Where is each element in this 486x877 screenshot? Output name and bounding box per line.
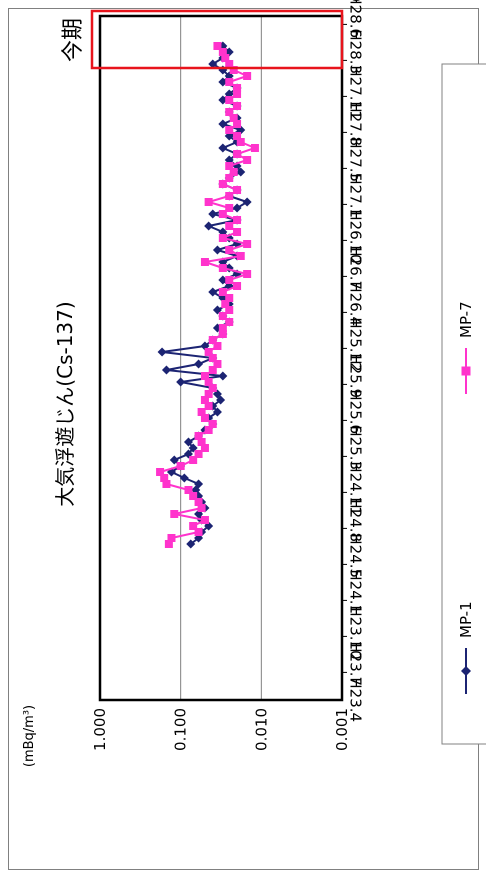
legend-box [442,64,486,744]
data-point [233,186,241,194]
data-point [198,408,206,416]
plot-area [100,16,342,700]
data-point [180,474,189,483]
data-point [243,240,251,248]
highlight-label: 今期 [61,18,86,62]
data-point [233,132,241,140]
data-point [233,228,241,236]
data-point [219,234,227,242]
data-point [213,246,222,255]
highlight-current-period: 今期 [61,11,342,68]
data-point [233,102,241,110]
x-axis-ticks: H23.4H23.7H23.10H24.1H24.5H24.8H24.11H25… [342,0,365,722]
data-point [208,210,217,219]
data-point [204,222,213,231]
data-point [225,96,233,104]
data-point [225,108,233,116]
data-point [225,126,233,134]
data-point [243,198,252,207]
highlight-box [92,11,342,68]
data-point [177,462,185,470]
y-tick-label: 0.100 [172,708,190,751]
legend-label: MP-1 [457,601,475,638]
data-point [233,282,241,290]
data-point [201,516,209,524]
legend-marker [462,367,471,376]
data-point [218,372,227,381]
data-point [243,156,251,164]
data-point [225,78,233,86]
data-point [162,366,171,375]
legend: MP-1 MP-7 [442,64,486,744]
data-point [225,204,233,212]
data-point [167,534,175,542]
data-point [219,264,227,272]
data-point [184,486,192,494]
legend-label: MP-7 [457,301,475,338]
x-tick-label: H28.6 [347,0,365,38]
chart-title: 大気浮遊じん(Cs-137) [53,301,77,506]
series-layer [156,42,259,549]
data-point [189,522,197,530]
data-point [205,198,213,206]
data-point [251,144,259,152]
data-point [195,432,203,440]
gridlines [181,16,262,700]
data-point [194,360,203,369]
data-point [218,144,227,153]
data-point [225,222,233,230]
data-point [233,84,241,92]
y-tick-label: 0.010 [252,708,270,751]
data-point [176,378,185,387]
y-axis-unit-label: (mBq/m³) [22,705,37,767]
data-point [243,270,251,278]
data-point [225,162,233,170]
data-point [208,288,217,297]
data-point [213,42,221,50]
data-point [201,258,209,266]
y-axis-ticks: 1.000 0.100 0.010 0.001 [91,708,351,751]
data-point [219,288,227,296]
data-point [158,348,167,357]
data-point [233,216,241,224]
data-point [237,252,245,260]
y-tick-label: 1.000 [91,708,109,751]
data-point [209,336,217,344]
data-point [209,420,217,428]
data-point [225,246,233,254]
data-point [225,192,233,200]
data-point [233,150,241,158]
x-tick-label: H28.9 [347,0,365,2]
data-point [233,204,242,213]
data-point [243,72,251,80]
data-point [201,372,209,380]
data-point [170,510,178,518]
data-point [205,348,213,356]
data-point [225,276,233,284]
data-point [156,468,164,476]
